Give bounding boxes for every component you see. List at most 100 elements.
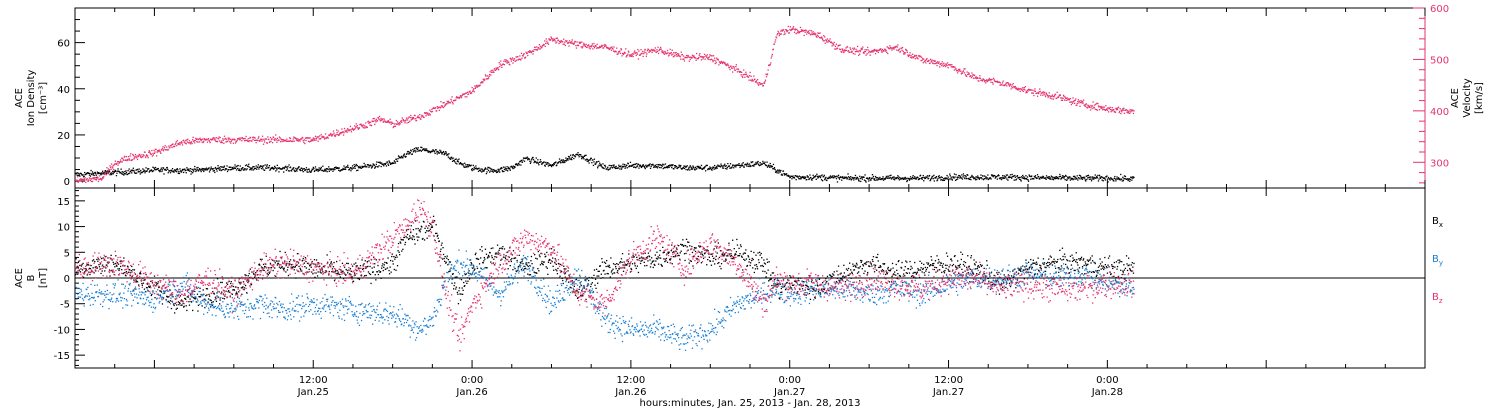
- data-point: [869, 177, 871, 179]
- data-point: [833, 175, 835, 177]
- data-point: [447, 156, 449, 158]
- data-point: [850, 51, 852, 53]
- data-point: [402, 157, 404, 159]
- data-point: [856, 45, 859, 48]
- data-point: [369, 265, 371, 268]
- data-point: [352, 167, 355, 169]
- data-point: [634, 163, 636, 166]
- data-point: [679, 166, 681, 168]
- data-point: [648, 165, 650, 167]
- data-point: [797, 176, 799, 178]
- data-point: [806, 33, 808, 35]
- data-point: [253, 139, 256, 142]
- data-point: [77, 174, 79, 177]
- field-tick-label: 15: [57, 197, 70, 208]
- data-point: [305, 139, 307, 142]
- data-point: [956, 69, 958, 72]
- data-point: [99, 268, 101, 270]
- data-point: [310, 140, 312, 142]
- data-point: [640, 49, 642, 51]
- data-point: [374, 274, 376, 276]
- data-point: [1005, 83, 1007, 85]
- data-point: [383, 165, 385, 167]
- data-point: [89, 177, 91, 179]
- data-point: [269, 168, 272, 170]
- data-point: [317, 140, 319, 142]
- data-point: [277, 262, 280, 265]
- data-point: [149, 286, 151, 288]
- data-point: [337, 272, 339, 275]
- data-point: [970, 77, 973, 79]
- data-point: [145, 167, 147, 169]
- data-point: [667, 55, 670, 57]
- data-point: [129, 159, 131, 161]
- data-point: [671, 54, 673, 56]
- data-point: [409, 235, 411, 237]
- data-point: [442, 106, 445, 109]
- data-point: [574, 156, 577, 158]
- data-point: [1056, 97, 1058, 99]
- data-point: [932, 178, 934, 180]
- density-tick-label: 20: [57, 131, 70, 142]
- data-point: [133, 171, 136, 173]
- data-point: [742, 165, 744, 167]
- data-point: [1089, 178, 1092, 180]
- data-point: [402, 248, 404, 250]
- data-point: [246, 279, 248, 281]
- data-point: [706, 56, 708, 58]
- data-point: [372, 118, 374, 120]
- data-point: [473, 166, 475, 168]
- data-point: [318, 167, 320, 169]
- data-point: [1048, 92, 1050, 94]
- data-point: [256, 279, 258, 281]
- data-point: [813, 33, 815, 35]
- data-point: [397, 122, 400, 124]
- data-point: [221, 169, 223, 171]
- data-point: [365, 274, 367, 277]
- data-point: [100, 172, 103, 174]
- data-point: [97, 258, 100, 260]
- data-point: [107, 169, 109, 172]
- data-point: [860, 180, 862, 183]
- data-point: [709, 59, 712, 61]
- data-point: [310, 264, 312, 266]
- data-point: [999, 178, 1001, 180]
- data-point: [316, 275, 319, 277]
- data-point: [452, 273, 454, 275]
- data-point: [362, 264, 364, 266]
- data-point: [493, 169, 495, 171]
- data-point: [175, 142, 177, 145]
- data-point: [827, 177, 830, 179]
- data-point: [290, 266, 292, 268]
- data-point: [855, 178, 857, 180]
- data-point: [705, 55, 707, 57]
- data-point: [259, 166, 261, 168]
- data-point: [360, 125, 363, 127]
- data-point: [193, 140, 195, 143]
- data-point: [265, 167, 267, 169]
- data-point: [1025, 90, 1028, 92]
- data-point: [731, 67, 733, 69]
- data-point: [345, 268, 347, 271]
- data-point: [90, 264, 92, 267]
- data-point: [603, 167, 605, 170]
- data-point: [1107, 176, 1110, 179]
- data-point: [599, 45, 601, 48]
- data-point: [976, 177, 978, 179]
- data-point: [836, 47, 839, 50]
- data-point: [435, 232, 437, 235]
- data-point: [408, 116, 410, 118]
- data-point: [303, 139, 305, 141]
- data-point: [207, 298, 210, 300]
- data-point: [1071, 101, 1073, 103]
- data-point: [429, 151, 431, 153]
- data-point: [444, 256, 446, 258]
- data-point: [753, 165, 755, 167]
- data-point: [680, 58, 682, 60]
- data-point: [514, 164, 517, 166]
- data-point: [682, 55, 685, 57]
- data-point: [1108, 178, 1111, 180]
- data-point: [599, 162, 601, 164]
- data-point: [1068, 98, 1070, 100]
- data-point: [449, 261, 452, 263]
